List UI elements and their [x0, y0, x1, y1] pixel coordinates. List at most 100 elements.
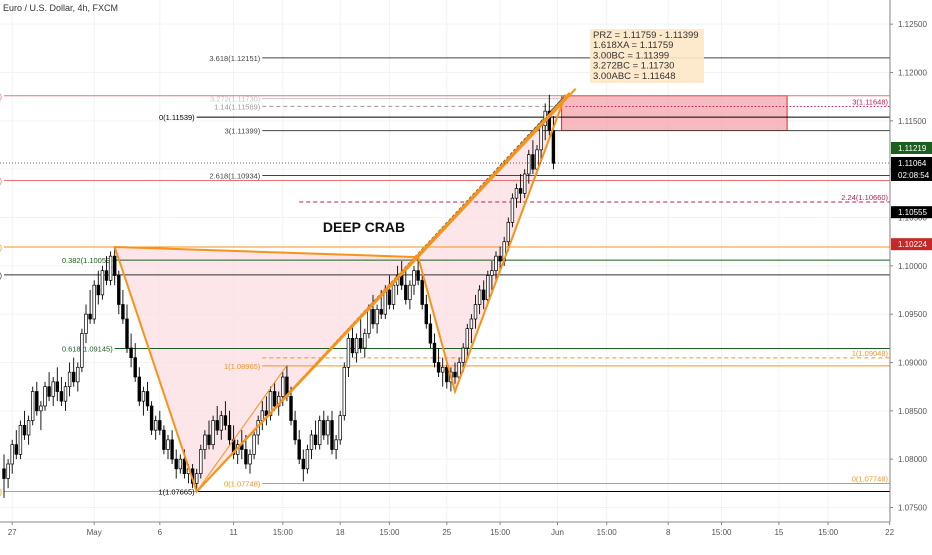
candle[interactable] — [424, 294, 429, 329]
candle[interactable] — [219, 410, 223, 440]
candle[interactable] — [330, 410, 334, 455]
candle[interactable] — [100, 265, 105, 300]
candle[interactable] — [498, 246, 502, 271]
candle[interactable] — [531, 140, 535, 174]
candle[interactable] — [51, 377, 55, 406]
candle[interactable] — [514, 183, 519, 208]
candle[interactable] — [404, 270, 408, 305]
candle[interactable] — [354, 333, 359, 363]
candle[interactable] — [527, 149, 531, 184]
candle[interactable] — [158, 410, 162, 435]
candle[interactable] — [318, 415, 322, 450]
candle[interactable] — [133, 343, 137, 382]
candle[interactable] — [375, 304, 379, 334]
candle[interactable] — [469, 314, 474, 344]
candle[interactable] — [199, 444, 203, 479]
candle[interactable] — [26, 415, 31, 445]
candle[interactable] — [477, 285, 482, 315]
candle[interactable] — [35, 381, 39, 416]
candle[interactable] — [178, 454, 182, 474]
candle[interactable] — [227, 410, 232, 445]
candle[interactable] — [125, 304, 129, 353]
candle[interactable] — [334, 435, 338, 460]
candle[interactable] — [272, 381, 277, 411]
candle[interactable] — [22, 410, 27, 440]
candle[interactable] — [112, 246, 117, 286]
candle[interactable] — [67, 362, 72, 397]
candle[interactable] — [387, 275, 392, 310]
candle[interactable] — [10, 439, 14, 474]
candle[interactable] — [92, 280, 96, 324]
candle[interactable] — [47, 372, 51, 402]
candle[interactable] — [490, 261, 494, 290]
candle[interactable] — [55, 367, 60, 402]
candle[interactable] — [359, 319, 363, 353]
candle[interactable] — [506, 217, 511, 252]
candle[interactable] — [59, 377, 64, 406]
candle[interactable] — [371, 294, 375, 329]
candle[interactable] — [473, 294, 478, 329]
candle[interactable] — [154, 415, 158, 440]
candle[interactable] — [408, 280, 412, 310]
candle[interactable] — [162, 425, 166, 455]
candle[interactable] — [207, 420, 211, 450]
candle[interactable] — [76, 362, 80, 392]
candle[interactable] — [436, 348, 441, 377]
candle[interactable] — [6, 459, 10, 489]
candle[interactable] — [137, 367, 141, 406]
candle[interactable] — [486, 270, 490, 305]
candle[interactable] — [31, 386, 35, 426]
candle[interactable] — [2, 454, 6, 498]
candle[interactable] — [71, 357, 76, 387]
candle[interactable] — [322, 410, 326, 440]
candle[interactable] — [223, 401, 228, 431]
candle[interactable] — [141, 386, 146, 416]
candle[interactable] — [510, 193, 515, 228]
candle[interactable] — [252, 430, 256, 460]
candle[interactable] — [170, 430, 174, 464]
candle[interactable] — [346, 333, 351, 378]
candle[interactable] — [522, 169, 527, 199]
candle[interactable] — [363, 328, 367, 358]
candle[interactable] — [80, 328, 84, 373]
candle[interactable] — [313, 420, 318, 450]
candle[interactable] — [482, 280, 486, 310]
candle[interactable] — [174, 449, 178, 479]
candle[interactable] — [453, 362, 457, 384]
candle[interactable] — [211, 415, 215, 450]
candle[interactable] — [494, 251, 498, 281]
candle[interactable] — [305, 444, 310, 474]
candle[interactable] — [18, 420, 23, 460]
candle[interactable] — [293, 410, 297, 445]
candle[interactable] — [412, 265, 416, 295]
candle[interactable] — [428, 314, 433, 348]
candle[interactable] — [301, 449, 306, 482]
candle[interactable] — [350, 323, 355, 358]
candle[interactable] — [432, 333, 437, 368]
candle[interactable] — [195, 468, 199, 492]
candle[interactable] — [441, 357, 445, 387]
candle[interactable] — [84, 304, 88, 344]
candle[interactable] — [108, 251, 113, 286]
candle[interactable] — [121, 290, 125, 324]
candle[interactable] — [297, 430, 301, 464]
candle[interactable] — [43, 381, 47, 411]
candle[interactable] — [338, 410, 342, 445]
candle[interactable] — [445, 362, 449, 389]
candle[interactable] — [215, 406, 219, 435]
candle[interactable] — [420, 270, 424, 310]
candle[interactable] — [145, 381, 150, 411]
candle[interactable] — [309, 430, 314, 460]
candle[interactable] — [416, 257, 420, 286]
candle[interactable] — [166, 435, 170, 460]
candle[interactable] — [518, 174, 523, 203]
candle[interactable] — [117, 270, 121, 315]
candle[interactable] — [104, 256, 109, 286]
candle[interactable] — [391, 280, 396, 310]
candle[interactable] — [129, 333, 133, 368]
candle[interactable] — [14, 430, 18, 460]
candle[interactable] — [465, 323, 470, 358]
candle[interactable] — [39, 401, 43, 431]
candle[interactable] — [326, 415, 330, 445]
